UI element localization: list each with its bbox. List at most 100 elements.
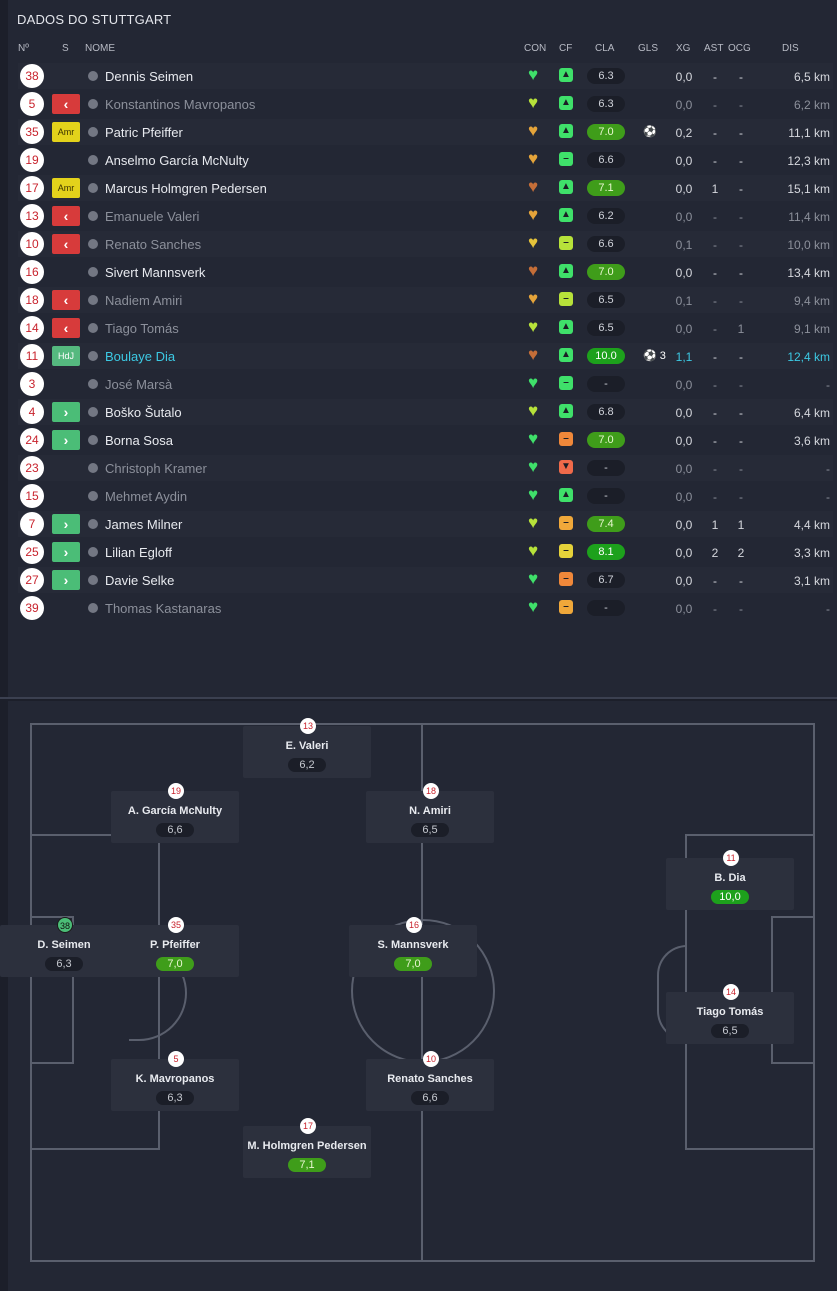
form-mid-icon: – [559,600,573,614]
player-name[interactable]: Dennis Seimen [105,69,194,84]
chances-value: 1 [737,518,745,532]
col-header-name[interactable]: NOME [85,43,115,54]
pitch-player-rating: 7,0 [394,957,432,971]
table-row[interactable]: 16 Sivert Mannsverk ♥ ▲ 7.0 0,0 - - 13,4 km [18,259,833,285]
form-mid-icon: – [559,516,573,530]
col-header-con[interactable]: CON [524,43,547,54]
table-row[interactable]: 3 José Marsà ♥ – -0,0- - - [18,371,833,397]
pitch-player-name: P. Pfeiffer [150,939,200,951]
player-name[interactable]: Emanuele Valeri [105,209,200,224]
table-row[interactable]: 17 Amr Marcus Holmgren Pedersen ♥ ▲ 7.1 0,0 1 - 1… [18,175,833,201]
pitch-player-card[interactable]: 11 B. Dia 10,0 [666,850,794,910]
assists-value: - [713,70,717,84]
player-name[interactable]: Davie Selke [105,573,175,588]
yellow-card-badge: Amr [52,122,80,142]
xg-value: 0,0 [675,602,693,616]
table-row[interactable]: 4 › Boško Šutalo ♥ ▲ 6.8 0,0 - - 6,4 km [18,399,833,425]
table-row[interactable]: 13 ‹ Emanuele Valeri ♥ ▲ 6.2 0,0 - - 11,4 km [18,203,833,229]
table-row[interactable]: 27 › Davie Selke ♥ –6.7 0,0 - - 3,1 km [18,567,833,593]
col-header-ast[interactable]: AST [704,43,724,54]
shirt-number-badge: 38 [20,64,44,88]
col-header-cla[interactable]: CLA [595,43,615,54]
player-name[interactable]: Thomas Kastanaras [105,601,222,616]
pitch-player-name: B. Dia [714,872,746,884]
form-up-icon: ▲ [559,96,573,110]
shirt-number-badge: 39 [20,596,44,620]
pitch-player-card[interactable]: 16 S. Mannsverk 7,0 [349,917,477,977]
col-header-cf[interactable]: CF [559,43,573,54]
pitch-player-name: E. Valeri [285,740,329,752]
person-icon [88,127,98,137]
pitch-shirt-number: 19 [168,783,184,799]
pitch-player-card[interactable]: 38 D. Seimen 6,3 [0,917,128,977]
player-name[interactable]: Boulaye Dia [105,349,176,364]
col-header-ocg[interactable]: OCG [728,43,751,54]
player-name[interactable]: Sivert Mannsverk [105,265,206,280]
table-row[interactable]: 15 Mehmet Aydin ♥ ▲ -0,0- - - [18,483,833,509]
table-row[interactable]: 14 ‹ Tiago Tomás ♥ ▲ 6.5 0,0 - 1 9,1 km [18,315,833,341]
player-name[interactable]: Marcus Holmgren Pedersen [105,181,267,196]
pitch-player-card[interactable]: 35 P. Pfeiffer 7,0 [111,917,239,977]
col-header-dis[interactable]: DIS [782,43,799,54]
col-header-status[interactable]: S [62,43,69,54]
pitch-shirt-number: 5 [168,1051,184,1067]
player-name[interactable]: Borna Sosa [105,433,173,448]
table-row[interactable]: 25 › Lilian Egloff ♥ –8.1 0,0 2 2 3,3 km [18,539,833,565]
table-row[interactable]: 11 HdJ Boulaye Dia ♥ ▲ 10.0 ⚽ 3 1,1 - - 12,4 km [18,343,833,369]
person-icon [88,99,98,109]
assists-value: - [713,238,717,252]
pitch-player-card[interactable]: 18 N. Amiri 6,5 [366,783,494,843]
chances-value: 1 [737,322,745,336]
table-row[interactable]: 19 Anselmo García McNulty ♥ –6.6 0,0 - - 12,3 k… [18,147,833,173]
pitch-player-card[interactable]: 10 Renato Sanches 6,6 [366,1051,494,1111]
table-row[interactable]: 39 Thomas Kastanaras ♥ – -0,0- - - [18,595,833,621]
chances-value: - [739,574,743,588]
person-icon [88,155,98,165]
player-name[interactable]: Mehmet Aydin [105,489,188,504]
chances-value: - [739,98,743,112]
pitch-player-card[interactable]: 17 M. Holmgren Pedersen 7,1 [243,1118,371,1178]
pitch-shirt-number: 17 [300,1118,316,1134]
distance-value: 15,1 km [787,182,830,196]
person-icon [88,323,98,333]
col-header-num[interactable]: Nº [18,43,29,54]
pitch-player-card[interactable]: 14 Tiago Tomás 6,5 [666,984,794,1044]
player-name[interactable]: Patric Pfeiffer [105,125,183,140]
col-header-xg[interactable]: XG [676,43,691,54]
player-name[interactable]: Nadiem Amiri [105,293,183,308]
shirt-number-badge: 16 [20,260,44,284]
table-row[interactable]: 5 ‹ Konstantinos Mavropanos ♥ ▲ 6.3 0,0 - - 6,2 k… [18,91,833,117]
player-name[interactable]: Konstantinos Mavropanos [105,97,256,112]
table-row[interactable]: 35 Amr Patric Pfeiffer ♥ ▲ 7.0 ⚽ 0,2 - - 11,1 km [18,119,833,145]
distance-value: - [826,602,830,616]
player-name[interactable]: Christoph Kramer [105,461,207,476]
distance-value: 6,2 km [793,98,830,112]
player-name[interactable]: Anselmo García McNulty [105,153,249,168]
player-name[interactable]: Boško Šutalo [105,405,182,420]
divider [0,697,837,699]
distance-value: 3,1 km [793,574,830,588]
condition-heart-icon: ♥ [528,541,539,560]
condition-heart-icon: ♥ [528,289,539,308]
condition-heart-icon: ♥ [528,233,539,252]
table-row[interactable]: 18 ‹ Nadiem Amiri ♥ –6.5 0,1 - - 9,4 km [18,287,833,313]
assists-value: 1 [711,182,719,196]
player-name[interactable]: Renato Sanches [105,237,202,252]
pitch-player-card[interactable]: 19 A. García McNulty 6,6 [111,783,239,843]
subbed-on-icon: › [52,430,80,450]
player-name[interactable]: Lilian Egloff [105,545,172,560]
rating-pill: 6.5 [587,320,625,336]
player-name[interactable]: Tiago Tomás [105,321,179,336]
player-name[interactable]: José Marsà [105,377,173,392]
table-row[interactable]: 23 Christoph Kramer ♥ ▼ -0,0- - - [18,455,833,481]
table-row[interactable]: 7 › James Milner ♥ –7.4 0,0 1 1 4,4 km [18,511,833,537]
table-row[interactable]: 24 › Borna Sosa ♥ –7.0 0,0 - - 3,6 km [18,427,833,453]
table-row[interactable]: 38 Dennis Seimen ♥ ▲ 6.3 0,0 - - 6,5 km [18,63,833,89]
pitch-player-card[interactable]: 5 K. Mavropanos 6,3 [111,1051,239,1111]
distance-value: 6,4 km [793,406,830,420]
pitch-player-card[interactable]: 13 E. Valeri 6,2 [243,718,371,778]
table-row[interactable]: 10 ‹ Renato Sanches ♥ –6.6 0,1 - - 10,0 km [18,231,833,257]
player-name[interactable]: James Milner [105,517,183,532]
col-header-gls[interactable]: GLS [638,43,659,54]
assists-value: - [713,462,717,476]
